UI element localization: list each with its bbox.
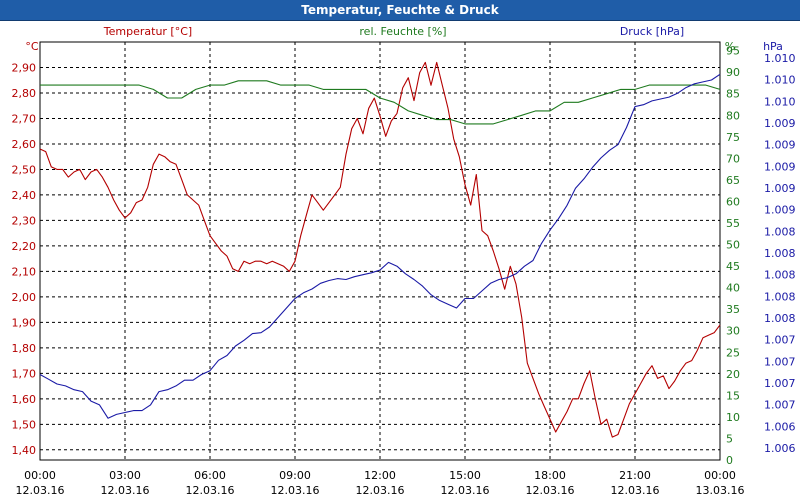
pressure-tick-label: 1.008 <box>764 225 796 238</box>
pressure-tick-label: 1.007 <box>764 399 796 412</box>
temperature-tick-label: 2,60 <box>12 138 37 151</box>
humidity-tick-label: 10 <box>726 411 740 424</box>
pressure-tick-label: 1.009 <box>764 160 796 173</box>
humidity-tick-label: 75 <box>726 131 740 144</box>
temperature-tick-label: 1,40 <box>12 444 37 457</box>
humidity-tick-label: 80 <box>726 109 740 122</box>
temperature-tick-label: 2,50 <box>12 163 37 176</box>
x-tick-time: 03:00 <box>109 469 141 482</box>
pressure-tick-label: 1.009 <box>764 117 796 130</box>
window-title: Temperatur, Feuchte & Druck <box>301 3 499 17</box>
humidity-tick-label: 95 <box>726 45 740 58</box>
x-tick-date: 12.03.16 <box>271 484 320 497</box>
humidity-tick-label: 60 <box>726 195 740 208</box>
humidity-tick-label: 90 <box>726 66 740 79</box>
pressure-unit-label: hPa <box>763 40 783 53</box>
temperature-tick-label: 1,90 <box>12 316 37 329</box>
pressure-tick-label: 1.006 <box>764 420 796 433</box>
x-tick-date: 12.03.16 <box>101 484 150 497</box>
pressure-tick-label: 1.009 <box>764 139 796 152</box>
humidity-tick-label: 30 <box>726 325 740 338</box>
temperature-tick-label: 1,60 <box>12 393 37 406</box>
humidity-legend: rel. Feuchte [%] <box>359 25 446 38</box>
pressure-tick-label: 1.009 <box>764 182 796 195</box>
pressure-series-line <box>39 73 721 419</box>
temperature-tick-label: 2,30 <box>12 214 37 227</box>
humidity-series-line <box>40 80 721 125</box>
x-tick-date: 12.03.16 <box>186 484 235 497</box>
pressure-tick-label: 1.006 <box>764 442 796 455</box>
x-tick-date: 12.03.16 <box>441 484 490 497</box>
humidity-tick-label: 35 <box>726 303 740 316</box>
pressure-tick-label: 1.007 <box>764 355 796 368</box>
temperature-tick-label: 2,10 <box>12 265 37 278</box>
pressure-tick-label: 1.009 <box>764 204 796 217</box>
x-tick-time: 06:00 <box>194 469 226 482</box>
pressure-tick-label: 1.010 <box>764 74 796 87</box>
x-tick-time: 00:00 <box>704 469 736 482</box>
temperature-tick-label: 2,80 <box>12 87 37 100</box>
temperature-series-line <box>39 61 721 438</box>
x-tick-time: 15:00 <box>449 469 481 482</box>
temperature-legend: Temperatur [°C] <box>103 25 192 38</box>
x-tick-date: 12.03.16 <box>356 484 405 497</box>
pressure-legend: Druck [hPa] <box>620 25 684 38</box>
humidity-unit-label: % <box>725 40 735 53</box>
humidity-tick-label: 85 <box>726 88 740 101</box>
x-tick-date: 13.03.16 <box>696 484 745 497</box>
chart-series <box>39 61 721 438</box>
x-tick-date: 12.03.16 <box>16 484 65 497</box>
humidity-tick-label: 65 <box>726 174 740 187</box>
temperature-tick-label: 1,70 <box>12 367 37 380</box>
x-tick-time: 12:00 <box>364 469 396 482</box>
humidity-tick-label: 15 <box>726 389 740 402</box>
humidity-tick-label: 25 <box>726 346 740 359</box>
humidity-tick-label: 55 <box>726 217 740 230</box>
temperature-tick-label: 2,40 <box>12 189 37 202</box>
axis-labels: 00:00 12.03.16 03:00 12.03.16 06:00 12.03.16 0… <box>12 25 796 497</box>
temperature-tick-label: 2,70 <box>12 112 37 125</box>
temperature-tick-label: 2,00 <box>12 291 37 304</box>
x-tick-time: 00:00 <box>24 469 56 482</box>
temperature-tick-label: 1,80 <box>12 342 37 355</box>
humidity-tick-label: 45 <box>726 260 740 273</box>
humidity-tick-label: 0 <box>726 454 733 467</box>
humidity-tick-label: 70 <box>726 152 740 165</box>
x-tick-time: 09:00 <box>279 469 311 482</box>
pressure-tick-label: 1.008 <box>764 290 796 303</box>
humidity-tick-label: 50 <box>726 239 740 252</box>
pressure-tick-label: 1.010 <box>764 52 796 65</box>
x-tick-time: 21:00 <box>619 469 651 482</box>
humidity-tick-label: 5 <box>726 432 733 445</box>
temperature-unit-label: °C <box>25 40 39 53</box>
grid-lines <box>39 41 721 461</box>
temperature-tick-label: 1,50 <box>12 418 37 431</box>
pressure-tick-label: 1.007 <box>764 377 796 390</box>
x-tick-date: 12.03.16 <box>611 484 660 497</box>
x-tick-time: 18:00 <box>534 469 566 482</box>
temperature-tick-label: 2,90 <box>12 61 37 74</box>
humidity-tick-label: 40 <box>726 282 740 295</box>
temperature-tick-label: 2,20 <box>12 240 37 253</box>
pressure-tick-label: 1.010 <box>764 95 796 108</box>
window-titlebar: Temperatur, Feuchte & Druck <box>0 0 800 21</box>
x-tick-date: 12.03.16 <box>526 484 575 497</box>
pressure-tick-label: 1.008 <box>764 312 796 325</box>
humidity-tick-label: 20 <box>726 368 740 381</box>
pressure-tick-label: 1.008 <box>764 269 796 282</box>
pressure-tick-label: 1.008 <box>764 247 796 260</box>
pressure-tick-label: 1.007 <box>764 334 796 347</box>
